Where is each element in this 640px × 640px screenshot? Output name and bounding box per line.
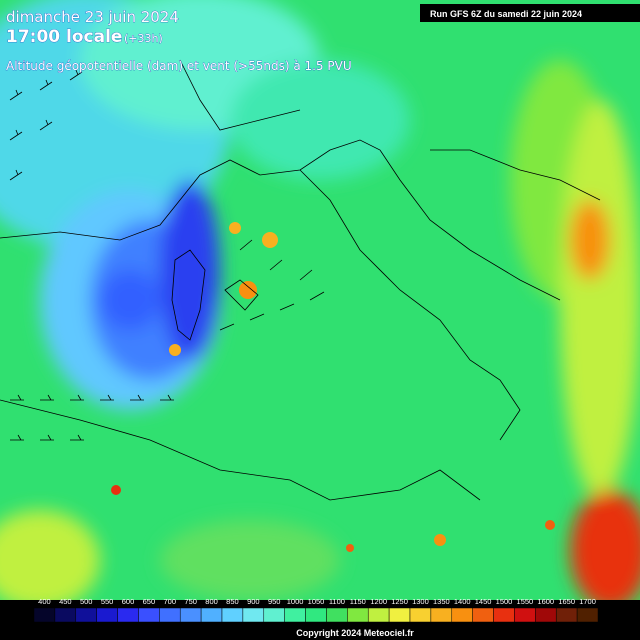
legend-swatch <box>326 607 348 623</box>
legend-label: 1400 <box>454 597 471 606</box>
legend-label: 1100 <box>329 597 345 606</box>
legend-swatch <box>242 607 265 623</box>
legend-swatch <box>535 607 557 623</box>
legend-swatch <box>451 607 473 623</box>
legend-label: 550 <box>101 597 114 606</box>
legend-swatch <box>409 607 432 623</box>
legend-label: 950 <box>268 597 281 606</box>
copyright: Copyright 2024 Meteociel.fr <box>296 628 414 638</box>
legend-swatch <box>117 607 139 623</box>
legend-label: 1350 <box>433 597 450 606</box>
legend-label: 500 <box>80 597 93 606</box>
legend-label: 1300 <box>412 597 429 606</box>
legend-swatch <box>54 607 77 623</box>
legend-label: 1150 <box>350 597 366 606</box>
legend-swatch <box>347 607 369 623</box>
legend-label: 1650 <box>558 597 575 606</box>
run-box <box>420 4 640 22</box>
legend-label: 700 <box>164 597 177 606</box>
wind-barbs <box>9 69 325 441</box>
legend-swatch <box>576 607 599 623</box>
legend-label: 1700 <box>579 597 596 606</box>
legend-label: 450 <box>59 597 72 606</box>
legend-swatch <box>159 607 181 623</box>
legend-label: 1250 <box>391 597 408 606</box>
legend-swatch <box>200 607 223 623</box>
legend-label: 850 <box>226 597 239 606</box>
legend-label: 900 <box>247 597 260 606</box>
run-label: Run GFS 6Z du samedi 22 juin 2024 <box>430 9 582 19</box>
lead-time: (+33h) <box>124 32 163 45</box>
legend-swatch <box>179 607 202 623</box>
coastlines <box>0 59 601 501</box>
legend-swatch <box>75 607 97 623</box>
legend-swatch <box>284 607 306 623</box>
legend-label: 1050 <box>308 597 325 606</box>
legend-swatch <box>305 607 327 623</box>
forecast-date: dimanche 23 juin 2024 <box>6 8 179 26</box>
legend-label: 400 <box>38 597 51 606</box>
legend-swatch <box>138 607 160 623</box>
legend-swatch <box>430 607 453 623</box>
legend-swatch <box>472 607 494 623</box>
legend-label: 650 <box>143 597 156 606</box>
forecast-time: 17:00 locale <box>6 27 122 47</box>
legend-swatch <box>555 607 578 623</box>
legend: 400 450 500 550 600 650 700 750 800 850 900 950 1000… <box>33 597 599 623</box>
legend-label: 1200 <box>370 597 387 606</box>
product-label: Altitude géopotentielle (dam) et vent (>… <box>6 59 352 73</box>
legend-swatch <box>96 607 118 623</box>
legend-swatch <box>514 607 536 623</box>
legend-label: 1550 <box>517 597 534 606</box>
legend-swatch <box>493 607 515 623</box>
legend-swatch <box>221 607 244 623</box>
legend-label: 1450 <box>475 597 492 606</box>
legend-label: 600 <box>122 597 135 606</box>
legend-label: 1000 <box>287 597 304 606</box>
legend-swatch <box>263 607 285 623</box>
legend-swatch <box>33 607 56 623</box>
legend-swatch <box>388 607 411 623</box>
legend-label: 800 <box>205 597 218 606</box>
legend-swatch <box>367 607 390 623</box>
legend-label: 1500 <box>496 597 513 606</box>
legend-label: 1600 <box>537 597 554 606</box>
legend-label: 750 <box>184 597 197 606</box>
field <box>0 0 640 610</box>
